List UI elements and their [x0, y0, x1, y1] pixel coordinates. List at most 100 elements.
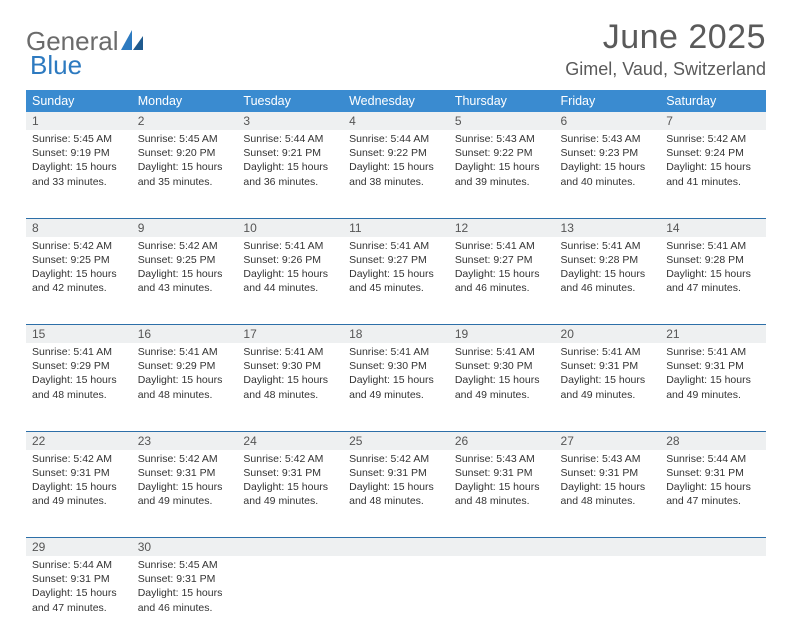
day-number: 8	[26, 218, 132, 237]
location: Gimel, Vaud, Switzerland	[565, 59, 766, 80]
day-number	[660, 538, 766, 557]
day-cell: Sunrise: 5:41 AMSunset: 9:29 PMDaylight:…	[132, 343, 238, 431]
daynum-row: 2930	[26, 538, 766, 557]
day-number: 5	[449, 112, 555, 130]
day-number: 1	[26, 112, 132, 130]
day-number: 15	[26, 325, 132, 344]
day-number: 21	[660, 325, 766, 344]
day-detail: Sunrise: 5:41 AMSunset: 9:27 PMDaylight:…	[349, 237, 443, 296]
day-cell: Sunrise: 5:41 AMSunset: 9:26 PMDaylight:…	[237, 237, 343, 325]
day-detail: Sunrise: 5:42 AMSunset: 9:31 PMDaylight:…	[243, 450, 337, 509]
day-cell: Sunrise: 5:45 AMSunset: 9:31 PMDaylight:…	[132, 556, 238, 644]
day-cell: Sunrise: 5:43 AMSunset: 9:22 PMDaylight:…	[449, 130, 555, 218]
day-number: 22	[26, 431, 132, 450]
weekday-header-row: Sunday Monday Tuesday Wednesday Thursday…	[26, 90, 766, 112]
day-detail: Sunrise: 5:41 AMSunset: 9:28 PMDaylight:…	[561, 237, 655, 296]
title-block: June 2025 Gimel, Vaud, Switzerland	[565, 18, 766, 80]
day-cell: Sunrise: 5:44 AMSunset: 9:31 PMDaylight:…	[660, 450, 766, 538]
day-cell: Sunrise: 5:41 AMSunset: 9:29 PMDaylight:…	[26, 343, 132, 431]
page-title: June 2025	[565, 18, 766, 57]
day-detail: Sunrise: 5:41 AMSunset: 9:26 PMDaylight:…	[243, 237, 337, 296]
day-detail: Sunrise: 5:45 AMSunset: 9:20 PMDaylight:…	[138, 130, 232, 189]
day-number	[449, 538, 555, 557]
day-cell: Sunrise: 5:42 AMSunset: 9:31 PMDaylight:…	[343, 450, 449, 538]
day-detail: Sunrise: 5:44 AMSunset: 9:31 PMDaylight:…	[666, 450, 760, 509]
week-row: Sunrise: 5:45 AMSunset: 9:19 PMDaylight:…	[26, 130, 766, 218]
week-row: Sunrise: 5:42 AMSunset: 9:31 PMDaylight:…	[26, 450, 766, 538]
sail-icon	[121, 30, 143, 50]
day-number: 18	[343, 325, 449, 344]
day-detail: Sunrise: 5:42 AMSunset: 9:31 PMDaylight:…	[349, 450, 443, 509]
col-thursday: Thursday	[449, 90, 555, 112]
day-number: 20	[555, 325, 661, 344]
day-detail: Sunrise: 5:41 AMSunset: 9:29 PMDaylight:…	[32, 343, 126, 402]
day-detail: Sunrise: 5:44 AMSunset: 9:21 PMDaylight:…	[243, 130, 337, 189]
col-saturday: Saturday	[660, 90, 766, 112]
day-detail: Sunrise: 5:42 AMSunset: 9:24 PMDaylight:…	[666, 130, 760, 189]
day-cell: Sunrise: 5:45 AMSunset: 9:19 PMDaylight:…	[26, 130, 132, 218]
day-detail: Sunrise: 5:41 AMSunset: 9:29 PMDaylight:…	[138, 343, 232, 402]
day-cell: Sunrise: 5:45 AMSunset: 9:20 PMDaylight:…	[132, 130, 238, 218]
day-number: 27	[555, 431, 661, 450]
daynum-row: 22232425262728	[26, 431, 766, 450]
col-monday: Monday	[132, 90, 238, 112]
day-cell: Sunrise: 5:41 AMSunset: 9:28 PMDaylight:…	[660, 237, 766, 325]
day-number: 10	[237, 218, 343, 237]
day-cell: Sunrise: 5:44 AMSunset: 9:31 PMDaylight:…	[26, 556, 132, 644]
day-cell: Sunrise: 5:43 AMSunset: 9:31 PMDaylight:…	[449, 450, 555, 538]
day-detail: Sunrise: 5:41 AMSunset: 9:31 PMDaylight:…	[666, 343, 760, 402]
day-detail: Sunrise: 5:41 AMSunset: 9:31 PMDaylight:…	[561, 343, 655, 402]
day-cell: Sunrise: 5:44 AMSunset: 9:21 PMDaylight:…	[237, 130, 343, 218]
day-detail: Sunrise: 5:43 AMSunset: 9:22 PMDaylight:…	[455, 130, 549, 189]
day-detail: Sunrise: 5:42 AMSunset: 9:25 PMDaylight:…	[138, 237, 232, 296]
day-number: 12	[449, 218, 555, 237]
day-number: 2	[132, 112, 238, 130]
day-number: 6	[555, 112, 661, 130]
day-number	[237, 538, 343, 557]
brand-word2: Blue	[30, 50, 82, 81]
calendar-table: Sunday Monday Tuesday Wednesday Thursday…	[26, 90, 766, 644]
week-row: Sunrise: 5:41 AMSunset: 9:29 PMDaylight:…	[26, 343, 766, 431]
day-number: 19	[449, 325, 555, 344]
day-cell: Sunrise: 5:42 AMSunset: 9:24 PMDaylight:…	[660, 130, 766, 218]
day-number: 9	[132, 218, 238, 237]
col-tuesday: Tuesday	[237, 90, 343, 112]
day-detail: Sunrise: 5:44 AMSunset: 9:22 PMDaylight:…	[349, 130, 443, 189]
day-cell	[555, 556, 661, 644]
day-detail: Sunrise: 5:43 AMSunset: 9:23 PMDaylight:…	[561, 130, 655, 189]
day-cell	[343, 556, 449, 644]
day-number: 28	[660, 431, 766, 450]
day-cell: Sunrise: 5:41 AMSunset: 9:27 PMDaylight:…	[343, 237, 449, 325]
day-cell: Sunrise: 5:42 AMSunset: 9:31 PMDaylight:…	[237, 450, 343, 538]
header: General June 2025 Gimel, Vaud, Switzerla…	[26, 18, 766, 80]
day-number: 23	[132, 431, 238, 450]
day-number: 26	[449, 431, 555, 450]
day-detail: Sunrise: 5:43 AMSunset: 9:31 PMDaylight:…	[561, 450, 655, 509]
day-detail: Sunrise: 5:42 AMSunset: 9:31 PMDaylight:…	[138, 450, 232, 509]
day-cell: Sunrise: 5:44 AMSunset: 9:22 PMDaylight:…	[343, 130, 449, 218]
day-cell: Sunrise: 5:41 AMSunset: 9:31 PMDaylight:…	[555, 343, 661, 431]
day-detail: Sunrise: 5:45 AMSunset: 9:19 PMDaylight:…	[32, 130, 126, 189]
day-cell	[660, 556, 766, 644]
day-detail: Sunrise: 5:42 AMSunset: 9:31 PMDaylight:…	[32, 450, 126, 509]
day-detail: Sunrise: 5:43 AMSunset: 9:31 PMDaylight:…	[455, 450, 549, 509]
day-cell: Sunrise: 5:41 AMSunset: 9:27 PMDaylight:…	[449, 237, 555, 325]
day-number: 4	[343, 112, 449, 130]
week-row: Sunrise: 5:42 AMSunset: 9:25 PMDaylight:…	[26, 237, 766, 325]
day-cell: Sunrise: 5:41 AMSunset: 9:30 PMDaylight:…	[237, 343, 343, 431]
day-cell: Sunrise: 5:42 AMSunset: 9:31 PMDaylight:…	[26, 450, 132, 538]
day-number: 29	[26, 538, 132, 557]
day-number: 16	[132, 325, 238, 344]
day-detail: Sunrise: 5:41 AMSunset: 9:30 PMDaylight:…	[455, 343, 549, 402]
day-number: 13	[555, 218, 661, 237]
day-number	[343, 538, 449, 557]
day-number: 3	[237, 112, 343, 130]
day-number: 7	[660, 112, 766, 130]
day-cell: Sunrise: 5:43 AMSunset: 9:23 PMDaylight:…	[555, 130, 661, 218]
col-sunday: Sunday	[26, 90, 132, 112]
day-cell: Sunrise: 5:42 AMSunset: 9:31 PMDaylight:…	[132, 450, 238, 538]
day-number: 24	[237, 431, 343, 450]
day-detail: Sunrise: 5:41 AMSunset: 9:30 PMDaylight:…	[243, 343, 337, 402]
day-detail: Sunrise: 5:41 AMSunset: 9:27 PMDaylight:…	[455, 237, 549, 296]
daynum-row: 15161718192021	[26, 325, 766, 344]
